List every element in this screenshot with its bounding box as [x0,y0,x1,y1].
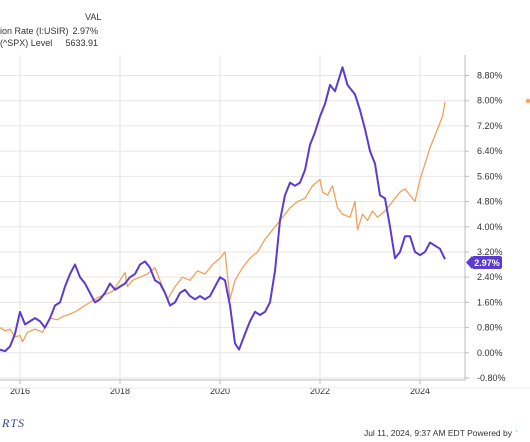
brand-logo: RTS [1,416,25,430]
y-tick-label: 7.20% [477,121,503,131]
last-value-badge: 2.97% [466,256,502,269]
y-tick-label: 6.40% [477,146,503,156]
legend-label-inflation: ion Rate (I:USIR) [0,26,69,36]
powered-by-mark-icon: ‘ [516,429,518,438]
y-tick-label: 0.00% [477,348,503,358]
gridlines [0,55,465,380]
y-tick-label: 8.80% [477,71,503,81]
legend-value-spx: 5633.91 [65,38,98,48]
x-tick-label: 2022 [310,386,330,396]
y-tick-label: 2.40% [477,272,503,282]
legend-header: VAL [85,12,101,22]
series-line-spx [0,102,446,343]
x-axis: 2016 2018 2020 2022 2024 [0,379,465,396]
series-layer [0,66,446,353]
y-tick-label: 4.00% [477,222,503,232]
last-value-badge-pointer [466,256,472,269]
y-tick-label: 0.80% [477,323,503,333]
y-tick-label: 3.20% [477,247,503,257]
x-tick-label: 2018 [110,386,130,396]
y-tick-label: 8.00% [477,96,503,106]
y-axis: 8.80% 8.00% 7.20% 6.40% 5.60% 4.80% 4.00% 3.20%… [464,55,506,383]
x-tick-label: 2024 [410,386,430,396]
footer-timestamp: Jul 11, 2024, 9:37 AM EDT Powered by [364,428,513,438]
y-tick-label: 4.80% [477,197,503,207]
y-tick-label: 1.60% [477,297,503,307]
last-value-badge-text: 2.97% [474,258,500,268]
last-value-badge-bg [472,256,502,269]
spx-edge-marker [525,98,530,104]
series-line-inflation [0,66,446,353]
x-tick-label: 2020 [210,386,230,396]
legend: VAL ion Rate (I:USIR) 2.97% (^SPX) Level… [0,12,101,48]
legend-label-spx: (^SPX) Level [0,38,52,48]
legend-value-inflation: 2.97% [72,26,98,36]
y-tick-label: -0.80% [477,373,506,383]
y-tick-label: 5.60% [477,171,503,181]
x-tick-label: 2016 [10,386,30,396]
